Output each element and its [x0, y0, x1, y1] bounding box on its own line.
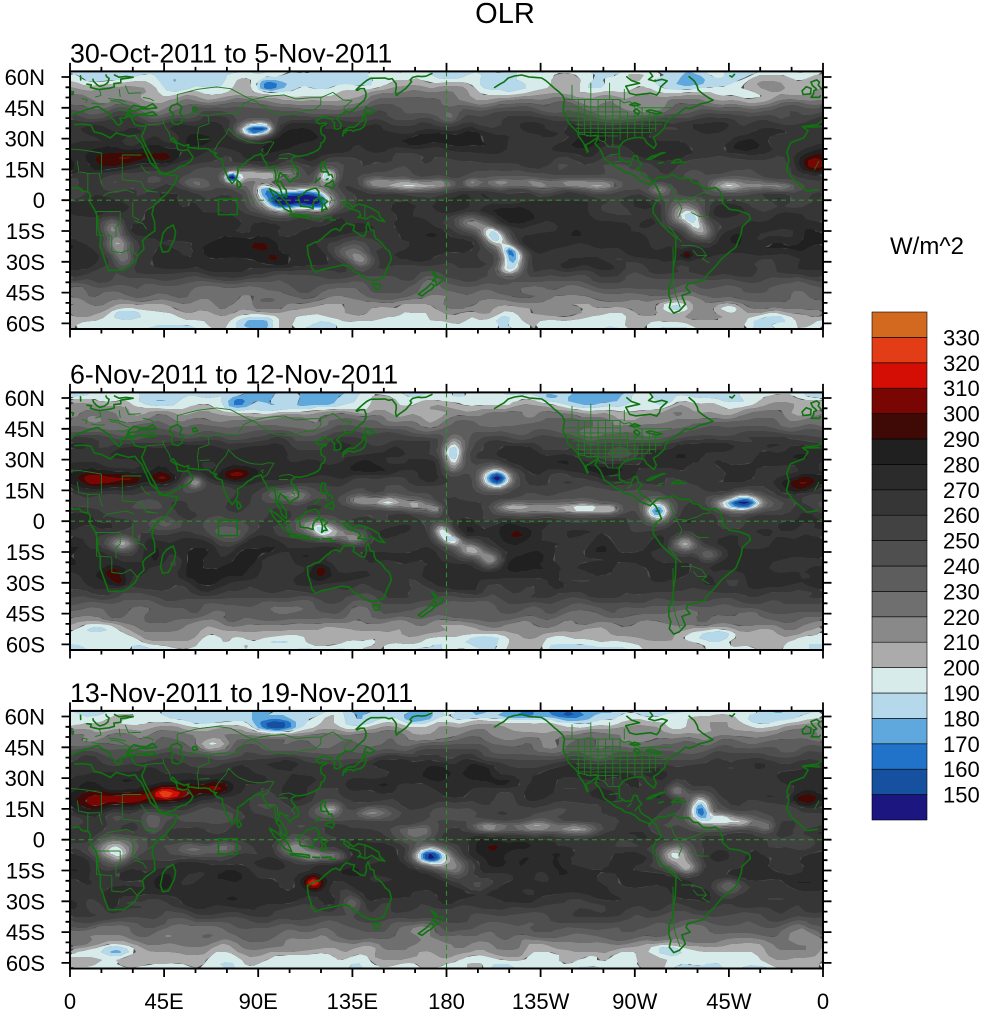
svg-text:15S: 15S: [6, 540, 45, 565]
svg-text:0: 0: [64, 989, 76, 1014]
svg-text:45N: 45N: [5, 735, 45, 760]
svg-text:45S: 45S: [6, 281, 45, 306]
svg-text:300: 300: [943, 402, 980, 427]
svg-text:0: 0: [33, 828, 45, 853]
svg-text:290: 290: [943, 427, 980, 452]
svg-text:60S: 60S: [6, 311, 45, 336]
svg-text:15S: 15S: [6, 219, 45, 244]
svg-text:6-Nov-2011 to 12-Nov-2011: 6-Nov-2011 to 12-Nov-2011: [70, 360, 398, 390]
svg-text:240: 240: [943, 554, 980, 579]
svg-text:60N: 60N: [5, 705, 45, 730]
svg-text:15N: 15N: [5, 478, 45, 503]
svg-text:30N: 30N: [5, 766, 45, 791]
svg-text:330: 330: [943, 325, 980, 350]
svg-text:30-Oct-2011 to 5-Nov-2011: 30-Oct-2011 to 5-Nov-2011: [70, 39, 392, 69]
svg-text:30S: 30S: [6, 889, 45, 914]
svg-text:13-Nov-2011 to 19-Nov-2011: 13-Nov-2011 to 19-Nov-2011: [70, 678, 413, 708]
svg-text:280: 280: [943, 452, 980, 477]
svg-text:45N: 45N: [5, 417, 45, 442]
svg-text:60S: 60S: [6, 632, 45, 657]
svg-text:60N: 60N: [5, 65, 45, 90]
svg-text:270: 270: [943, 478, 980, 503]
svg-text:230: 230: [943, 579, 980, 604]
svg-text:190: 190: [943, 681, 980, 706]
svg-text:135W: 135W: [512, 989, 570, 1014]
svg-text:320: 320: [943, 351, 980, 376]
svg-text:45W: 45W: [706, 989, 751, 1014]
svg-text:45S: 45S: [6, 602, 45, 627]
svg-text:90W: 90W: [612, 989, 657, 1014]
svg-text:60S: 60S: [6, 951, 45, 976]
svg-text:310: 310: [943, 376, 980, 401]
svg-text:30S: 30S: [6, 571, 45, 596]
svg-text:260: 260: [943, 503, 980, 528]
svg-text:30S: 30S: [6, 250, 45, 275]
svg-text:0: 0: [33, 188, 45, 213]
svg-text:45S: 45S: [6, 920, 45, 945]
svg-text:160: 160: [943, 757, 980, 782]
svg-text:200: 200: [943, 656, 980, 681]
svg-text:210: 210: [943, 630, 980, 655]
svg-text:180: 180: [428, 989, 465, 1014]
svg-text:250: 250: [943, 529, 980, 554]
svg-text:OLR: OLR: [475, 0, 535, 30]
svg-text:0: 0: [33, 509, 45, 534]
svg-text:60N: 60N: [5, 386, 45, 411]
svg-text:220: 220: [943, 605, 980, 630]
svg-text:15N: 15N: [5, 157, 45, 182]
svg-text:150: 150: [943, 783, 980, 808]
svg-text:45N: 45N: [5, 96, 45, 121]
svg-text:45E: 45E: [145, 989, 184, 1014]
svg-text:30N: 30N: [5, 448, 45, 473]
svg-text:15N: 15N: [5, 797, 45, 822]
svg-text:180: 180: [943, 706, 980, 731]
svg-text:135E: 135E: [327, 989, 378, 1014]
svg-text:30N: 30N: [5, 127, 45, 152]
svg-text:15S: 15S: [6, 859, 45, 884]
svg-text:90E: 90E: [239, 989, 278, 1014]
svg-text:0: 0: [817, 989, 829, 1014]
svg-text:170: 170: [943, 732, 980, 757]
svg-text:W/m^2: W/m^2: [890, 233, 964, 260]
